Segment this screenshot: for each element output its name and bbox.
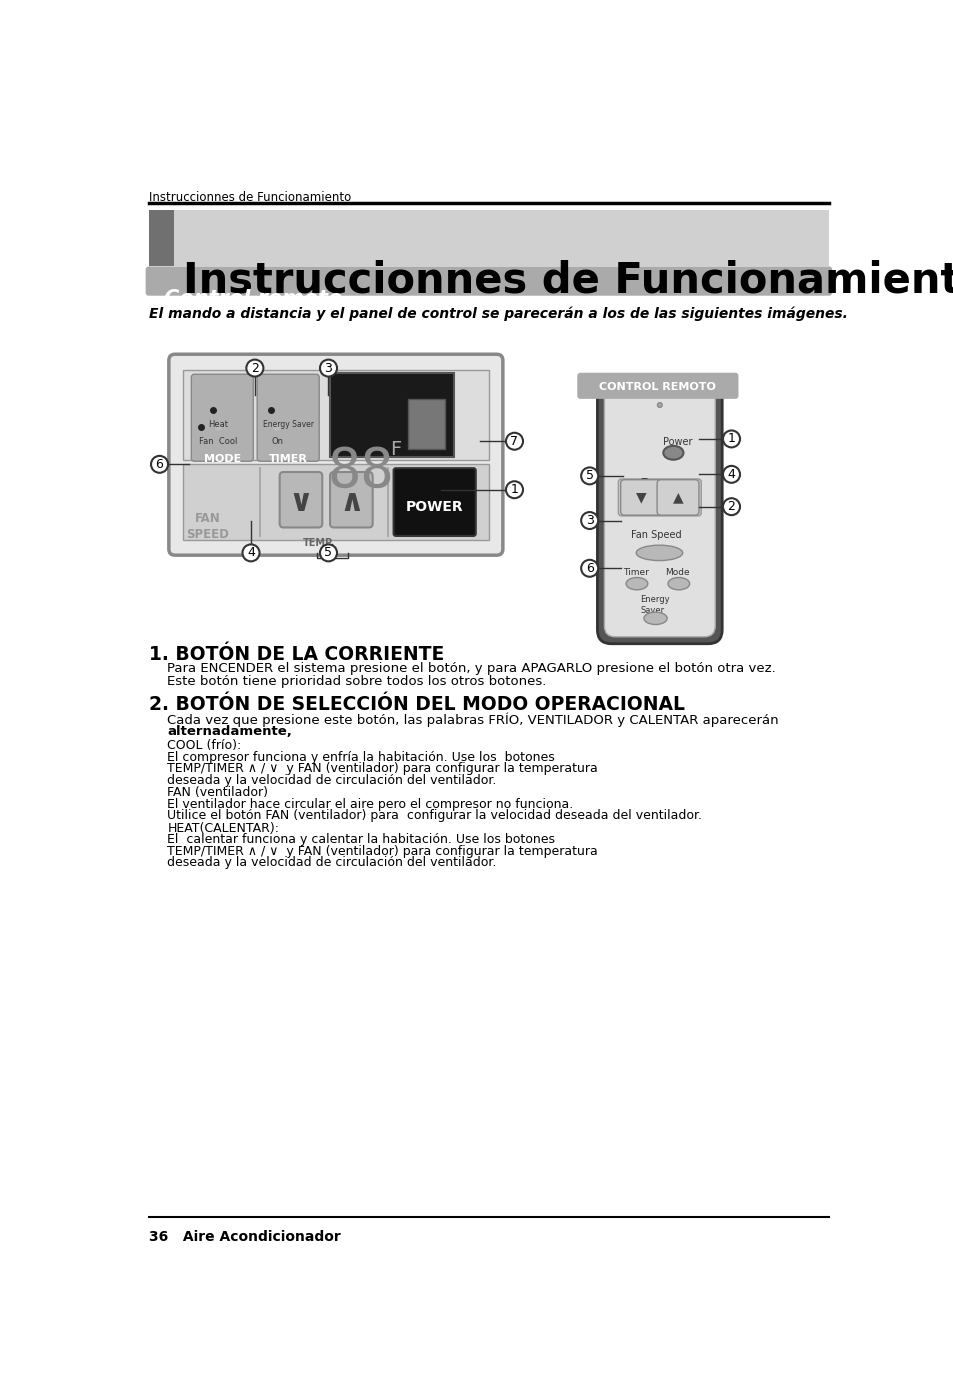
Text: Cada vez que presione este botón, las palabras FRÍO, VENTILADOR y CALENTAR apare: Cada vez que presione este botón, las pa…	[167, 712, 778, 726]
Text: 1: 1	[727, 432, 735, 445]
Text: COOL (frío):: COOL (frío):	[167, 739, 241, 753]
Text: Mode: Mode	[664, 568, 689, 578]
FancyBboxPatch shape	[330, 471, 373, 527]
Text: 6: 6	[155, 457, 163, 471]
Text: ▲: ▲	[672, 491, 682, 505]
Text: 2: 2	[251, 361, 258, 375]
Ellipse shape	[662, 446, 682, 460]
Text: 5: 5	[585, 470, 593, 483]
Circle shape	[151, 456, 168, 473]
Text: HEAT(CALENTAR):: HEAT(CALENTAR):	[167, 821, 279, 835]
Text: TEMP/TIMER ∧ / ∨  y FAN (ventilador) para configurar la temperatura: TEMP/TIMER ∧ / ∨ y FAN (ventilador) para…	[167, 762, 598, 775]
Circle shape	[242, 544, 259, 561]
Text: On: On	[271, 436, 283, 446]
Text: ▼: ▼	[636, 491, 646, 505]
FancyBboxPatch shape	[279, 471, 322, 527]
Circle shape	[505, 481, 522, 498]
FancyBboxPatch shape	[657, 480, 699, 515]
Text: 7: 7	[510, 435, 518, 448]
Text: Control remoto: Control remoto	[164, 288, 342, 309]
Text: 2. BOTÓN DE SELECCIÓN DEL MODO OPERACIONAL: 2. BOTÓN DE SELECCIÓN DEL MODO OPERACION…	[149, 695, 684, 715]
Text: ∨: ∨	[289, 488, 313, 518]
Text: deseada y la velocidad de circulación del ventilador.: deseada y la velocidad de circulación de…	[167, 774, 497, 786]
Text: 2: 2	[727, 501, 735, 513]
Text: FAN (ventilador): FAN (ventilador)	[167, 786, 268, 799]
Circle shape	[722, 466, 740, 483]
FancyBboxPatch shape	[169, 354, 502, 555]
Ellipse shape	[625, 578, 647, 590]
FancyBboxPatch shape	[604, 388, 715, 637]
Circle shape	[319, 360, 336, 376]
Circle shape	[580, 560, 598, 576]
Bar	[183, 464, 488, 540]
Text: El mando a distancia y el panel de control se parecerán a los de las siguientes : El mando a distancia y el panel de contr…	[149, 306, 846, 320]
Text: 36   Aire Acondicionador: 36 Aire Acondicionador	[149, 1231, 340, 1245]
FancyBboxPatch shape	[192, 375, 253, 462]
FancyBboxPatch shape	[394, 469, 476, 536]
Text: Este botón tiene prioridad sobre todos los otros botones.: Este botón tiene prioridad sobre todos l…	[167, 676, 546, 688]
Ellipse shape	[636, 546, 682, 561]
Text: alternadamente,: alternadamente,	[167, 725, 292, 739]
Text: 1. BOTÓN DE LA CORRIENTE: 1. BOTÓN DE LA CORRIENTE	[149, 645, 443, 665]
Circle shape	[722, 431, 740, 448]
Text: Instruccionnes de Funcionamiento: Instruccionnes de Funcionamiento	[149, 192, 351, 204]
Text: Energy Saver: Energy Saver	[263, 420, 314, 428]
Text: POWER: POWER	[405, 499, 463, 513]
FancyBboxPatch shape	[597, 381, 721, 644]
Text: ▼ Temp ▲: ▼ Temp ▲	[630, 478, 678, 488]
Text: 3: 3	[324, 361, 332, 375]
Circle shape	[580, 467, 598, 484]
Ellipse shape	[667, 578, 689, 590]
Text: Heat: Heat	[208, 420, 228, 428]
Text: Fan Speed: Fan Speed	[630, 530, 680, 540]
Text: ∧: ∧	[338, 488, 363, 518]
FancyBboxPatch shape	[257, 375, 319, 462]
Text: El compresor funciona y enfría la habitación. Use los  botones: El compresor funciona y enfría la habita…	[167, 751, 555, 764]
Text: deseada y la velocidad de circulación del ventilador.: deseada y la velocidad de circulación de…	[167, 856, 497, 869]
Text: Timer: Timer	[622, 568, 648, 578]
Text: CONTROL REMOTO: CONTROL REMOTO	[598, 382, 716, 392]
Bar	[183, 369, 488, 460]
Circle shape	[722, 498, 740, 515]
Text: Utilice el botón FAN (ventilador) para  configurar la velocidad deseada del vent: Utilice el botón FAN (ventilador) para c…	[167, 809, 701, 823]
Circle shape	[580, 512, 598, 529]
Text: 1: 1	[510, 483, 517, 497]
Text: El  calentar funciona y calentar la habitación. Use los botones: El calentar funciona y calentar la habit…	[167, 834, 555, 846]
Text: TEMP/TIMER ∧ / ∨  y FAN (ventilador) para configurar la temperatura: TEMP/TIMER ∧ / ∨ y FAN (ventilador) para…	[167, 845, 598, 858]
FancyBboxPatch shape	[620, 480, 661, 515]
Text: F: F	[390, 439, 401, 459]
Circle shape	[246, 360, 263, 376]
Text: 4: 4	[727, 467, 735, 481]
Ellipse shape	[643, 613, 666, 624]
Text: Instruccionnes de Funcionamiento: Instruccionnes de Funcionamiento	[183, 259, 953, 302]
Text: Power: Power	[662, 438, 692, 448]
Text: TIMER: TIMER	[269, 453, 307, 463]
Text: FAN
SPEED: FAN SPEED	[186, 512, 229, 541]
Text: 4: 4	[247, 547, 254, 560]
FancyBboxPatch shape	[618, 478, 700, 516]
Circle shape	[319, 544, 336, 561]
Text: 3: 3	[585, 513, 593, 527]
Text: 88: 88	[327, 445, 394, 499]
Text: MODE: MODE	[204, 453, 241, 463]
Bar	[149, 210, 828, 266]
FancyBboxPatch shape	[577, 372, 738, 399]
Text: El ventilador hace circular el aire pero el compresor no funciona.: El ventilador hace circular el aire pero…	[167, 797, 573, 811]
Text: Para ENCENDER el sistema presione el botón, y para APAGARLO presione el botón ot: Para ENCENDER el sistema presione el bot…	[167, 662, 775, 676]
Text: 5: 5	[324, 547, 333, 560]
Text: Fan  Cool: Fan Cool	[199, 436, 237, 446]
Text: TEMP: TEMP	[303, 539, 334, 548]
FancyBboxPatch shape	[146, 266, 831, 295]
Circle shape	[505, 432, 522, 449]
Bar	[407, 399, 444, 449]
Text: 6: 6	[585, 562, 593, 575]
Bar	[149, 210, 173, 266]
Text: Energy
Saver: Energy Saver	[639, 595, 669, 614]
Circle shape	[657, 403, 661, 407]
Bar	[330, 374, 454, 456]
